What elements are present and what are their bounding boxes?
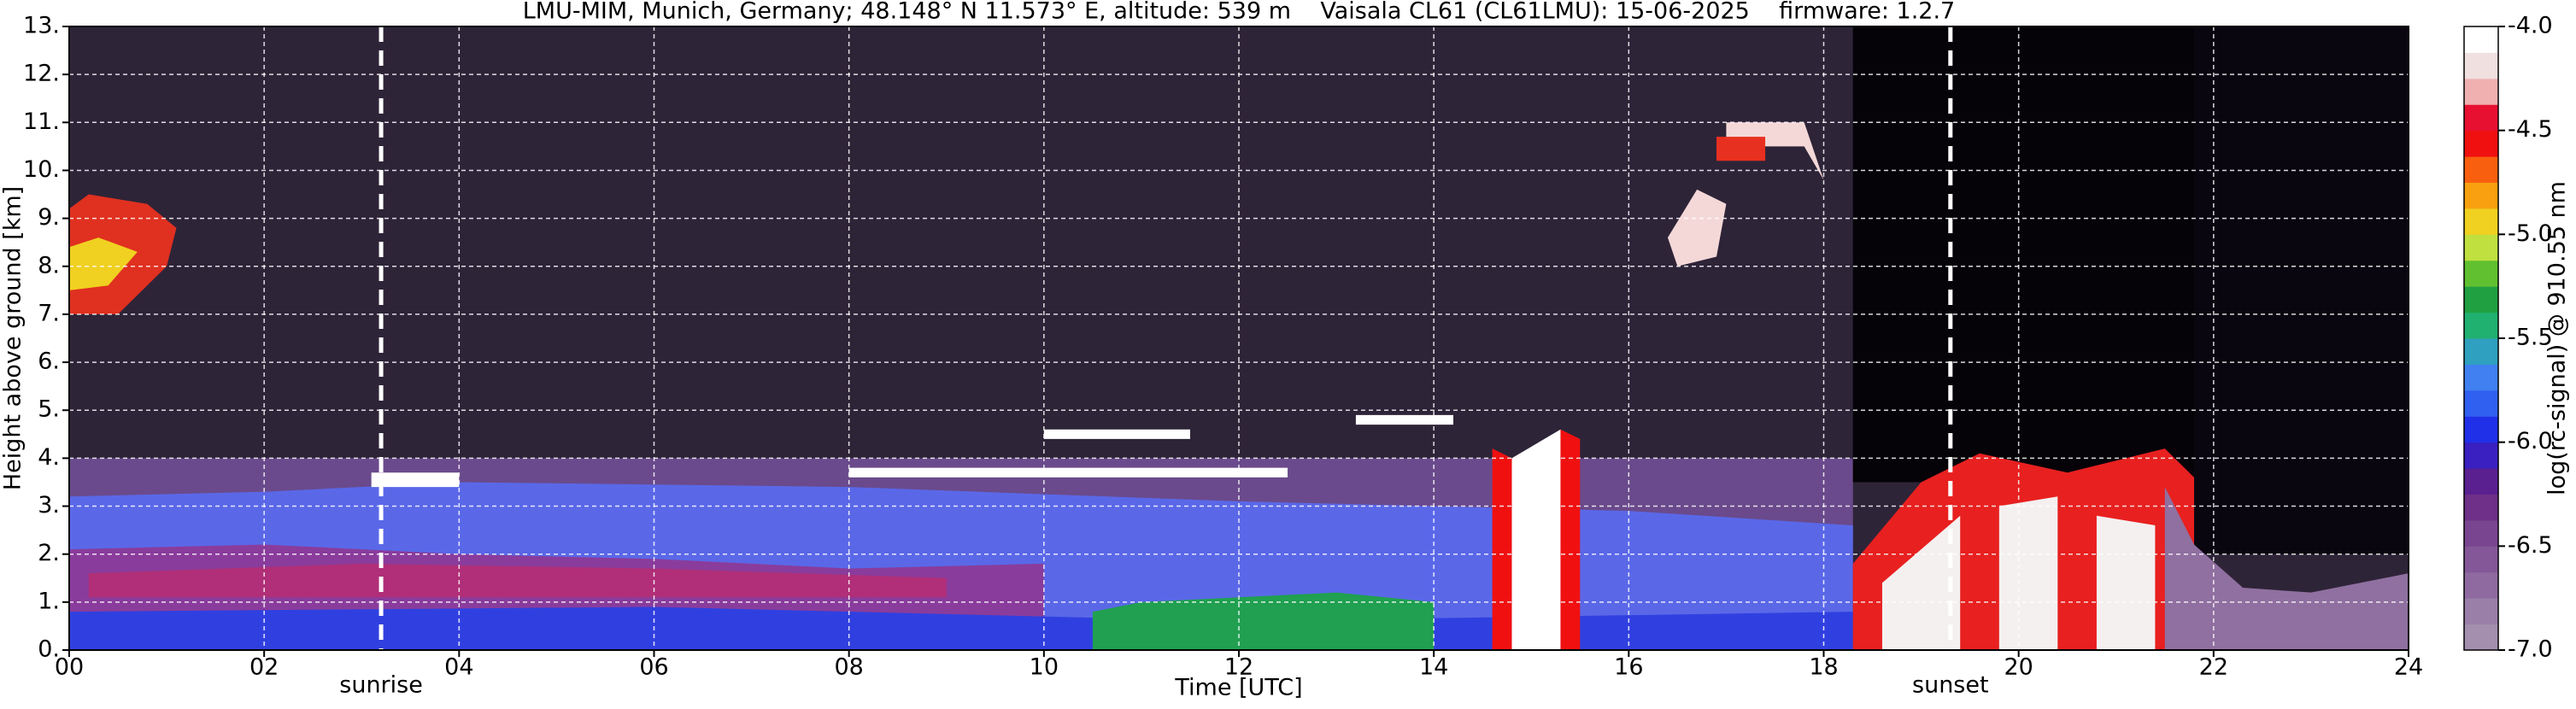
y-tick-label: 5. [38, 396, 60, 423]
y-tick-label: 0. [38, 636, 60, 663]
x-tick-label: 12 [1224, 654, 1253, 681]
colorbar-swatch [2464, 390, 2498, 417]
colorbar-swatch [2464, 468, 2498, 495]
x-tick-label: 08 [834, 654, 863, 681]
y-tick-label: 6. [38, 349, 60, 375]
y-tick-label: 4. [38, 444, 60, 471]
chart-title: LMU-MIM, Munich, Germany; 48.148° N 11.5… [523, 0, 1956, 25]
colorbar-swatch [2464, 442, 2498, 469]
colorbar-swatch [2464, 208, 2498, 235]
colorbar-swatch [2464, 571, 2498, 599]
y-tick-label: 13. [23, 13, 60, 39]
x-axis-label: Time [UTC] [1174, 675, 1302, 701]
x-tick-label: 02 [249, 654, 279, 681]
x-tick-label: 20 [2004, 654, 2033, 681]
colorbar-label: log(rc-signal) @ 910.55 nm [2544, 181, 2571, 495]
colorbar-tick-label: -5.0 [2508, 220, 2553, 247]
x-tick-label: 14 [1419, 654, 1448, 681]
x-tick-label: 24 [2394, 654, 2423, 681]
y-tick-label: 2. [38, 540, 60, 566]
x-tick-label: 10 [1030, 654, 1059, 681]
colorbar-swatch [2464, 494, 2498, 521]
colorbar-tick-label: -4.5 [2508, 116, 2553, 143]
x-tick-label: 16 [1614, 654, 1643, 681]
colorbar-swatch [2464, 130, 2498, 157]
y-tick-label: 7. [38, 300, 60, 326]
y-tick-label: 12. [23, 61, 60, 87]
y-axis-label: Height above ground [km] [0, 186, 26, 490]
y-tick-label: 1. [38, 588, 60, 614]
colorbar-swatch [2464, 156, 2498, 183]
x-tick-label: 04 [444, 654, 473, 681]
colorbar-swatch [2464, 598, 2498, 625]
colorbar-swatch [2464, 624, 2498, 651]
y-tick-label: 11. [23, 108, 60, 135]
y-tick-label: 10. [23, 156, 60, 183]
colorbar-swatch [2464, 234, 2498, 261]
y-tick-label: 9. [38, 204, 60, 231]
annotation-label: sunrise [339, 672, 423, 699]
colorbar-swatch [2464, 338, 2498, 365]
annotation-label: sunset [1912, 672, 1989, 699]
colorbar-swatch [2464, 26, 2498, 53]
colorbar-swatch [2464, 286, 2498, 313]
y-tick-label: 3. [38, 492, 60, 519]
colorbar-tick-label: -5.5 [2508, 325, 2553, 351]
colorbar-swatch [2464, 260, 2498, 287]
colorbar-tick-label: -4.0 [2508, 13, 2553, 39]
colorbar-swatch [2464, 364, 2498, 391]
y-tick-label: 8. [38, 252, 60, 278]
colorbar-swatch [2464, 52, 2498, 79]
colorbar-swatch [2464, 312, 2498, 339]
colorbar-swatch [2464, 519, 2498, 547]
colorbar-tick-label: -6.5 [2508, 532, 2553, 559]
colorbar-swatch [2464, 104, 2498, 132]
colorbar-swatch [2464, 546, 2498, 573]
colorbar-swatch [2464, 416, 2498, 443]
x-tick-label: 00 [55, 654, 84, 681]
colorbar-swatch [2464, 78, 2498, 105]
x-tick-label: 06 [639, 654, 668, 681]
colorbar-tick-label: -6.0 [2508, 428, 2553, 454]
colorbar-tick-label: -7.0 [2508, 636, 2553, 663]
x-tick-label: 22 [2199, 654, 2228, 681]
x-tick-label: 18 [1809, 654, 1838, 681]
colorbar-swatch [2464, 182, 2498, 209]
